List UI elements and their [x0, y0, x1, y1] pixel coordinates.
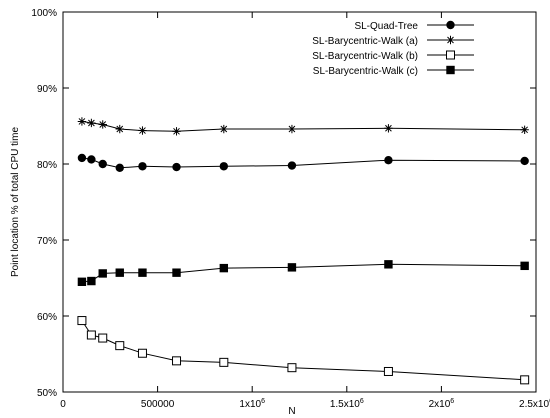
x-axis-label: N — [288, 406, 295, 417]
data-point — [383, 366, 393, 376]
series-sl-quad-tree — [77, 153, 529, 172]
legend-entry: SL-Barycentric-Walk (c) — [313, 65, 474, 77]
x-tick-label: 1.5x106 — [330, 398, 364, 410]
data-point — [287, 263, 297, 272]
data-point — [219, 263, 229, 273]
x-tick-label: 2x106 — [429, 398, 455, 410]
data-point — [87, 118, 96, 128]
series-sl-barycentric-walk-a — [77, 117, 529, 136]
legend-label: SL-Barycentric-Walk (b) — [312, 51, 418, 62]
data-point — [138, 268, 147, 277]
data-point — [77, 277, 87, 286]
series-sl-barycentric-walk-b — [77, 316, 530, 385]
data-point — [287, 124, 297, 134]
x-tick-label: 500000 — [141, 399, 175, 410]
legend-label: SL-Barycentric-Walk (c) — [313, 66, 418, 77]
axis-ticks: 50% 60% 70% 80% 90% 100% 0 500000 1x106 1.5x106 2x… — [31, 8, 550, 410]
plot-frame — [62, 11, 537, 393]
y-tick-label: 50% — [37, 388, 57, 399]
legend: SL-Quad-Tree SL-Barycentric-Walk (a) SL-Ba… — [312, 20, 474, 77]
data-point — [520, 125, 529, 134]
data-point — [115, 341, 125, 351]
data-point — [98, 159, 107, 169]
series-line — [81, 120, 525, 132]
data-point — [384, 260, 393, 269]
data-point — [115, 124, 124, 134]
data-point — [172, 162, 181, 172]
legend-entry: SL-Barycentric-Walk (b) — [312, 50, 474, 62]
data-point — [172, 127, 181, 136]
series-line — [81, 320, 525, 381]
y-tick-label: 100% — [31, 8, 57, 19]
y-tick-label: 80% — [37, 160, 57, 171]
data-point — [77, 316, 87, 326]
series-line — [81, 263, 525, 283]
y-tick-label: 70% — [37, 236, 57, 247]
legend-marker — [446, 50, 455, 60]
data-point — [520, 375, 530, 385]
series-sl-barycentric-walk-c — [77, 260, 529, 286]
data-point — [287, 363, 297, 373]
legend-marker — [446, 20, 455, 30]
data-point — [137, 348, 147, 358]
series-line — [81, 157, 525, 169]
legend-entry: SL-Barycentric-Walk (a) — [312, 35, 474, 47]
y-axis-label: Point location % of total CPU time — [10, 127, 21, 278]
legend-entry: SL-Quad-Tree — [354, 20, 474, 32]
data-point — [86, 330, 96, 340]
data-point — [172, 268, 181, 277]
data-point — [384, 124, 393, 133]
data-point — [115, 268, 124, 277]
data-point — [384, 156, 393, 165]
data-point — [138, 162, 147, 171]
data-point — [172, 356, 182, 366]
data-point — [219, 124, 229, 134]
data-point — [219, 162, 229, 171]
data-point — [115, 163, 124, 172]
data-point — [287, 161, 297, 170]
legend-marker — [446, 35, 455, 45]
legend-label: SL-Quad-Tree — [354, 21, 418, 32]
data-point — [520, 156, 529, 166]
data-point — [98, 120, 107, 129]
x-tick-label: 2.5x106 — [519, 398, 550, 410]
data-point — [138, 126, 147, 135]
legend-marker — [446, 65, 455, 75]
data-point — [77, 153, 87, 163]
legend-label: SL-Barycentric-Walk (a) — [312, 36, 418, 47]
series-layer — [77, 117, 530, 385]
x-tick-label: 1x106 — [239, 398, 265, 410]
data-point — [77, 117, 87, 126]
y-tick-label: 90% — [37, 84, 57, 95]
data-point — [219, 357, 229, 367]
data-point — [98, 269, 107, 278]
data-point — [520, 261, 529, 271]
data-point — [98, 333, 108, 343]
y-tick-label: 60% — [37, 312, 57, 323]
x-tick-label: 0 — [60, 399, 66, 410]
data-point — [87, 155, 96, 164]
data-point — [87, 276, 96, 286]
